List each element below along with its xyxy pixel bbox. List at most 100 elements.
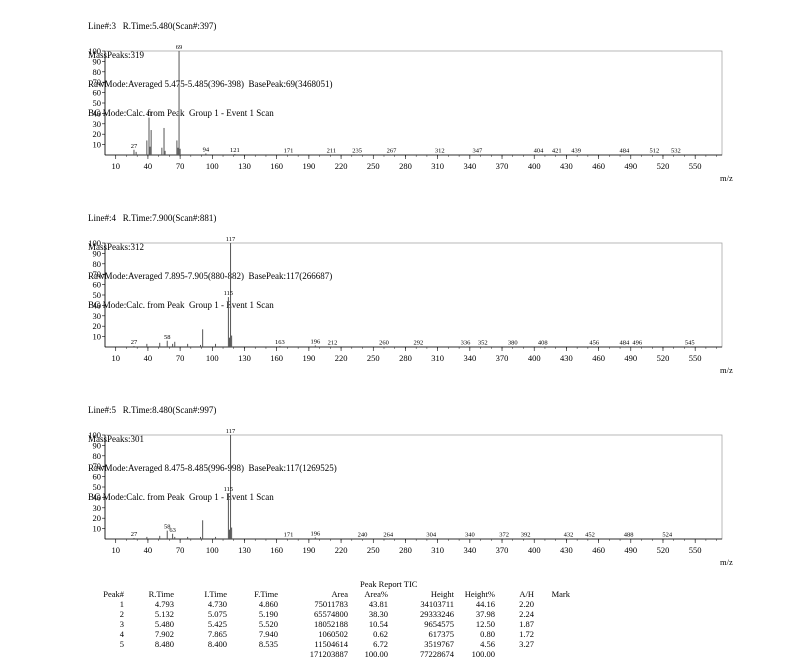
- column-header: Mark: [551, 589, 570, 599]
- peak-label: 115: [224, 290, 234, 297]
- table-cell: 4.793: [154, 599, 174, 609]
- x-tick-label: 520: [657, 353, 670, 363]
- x-tick-label: 70: [176, 161, 185, 171]
- x-tick-label: 370: [496, 545, 509, 555]
- table-cell: 5.480: [154, 619, 174, 629]
- table-cell: 5.132: [154, 609, 174, 619]
- peak-label: 27: [131, 339, 138, 346]
- x-tick-label: 340: [463, 353, 476, 363]
- y-tick-label: 30: [93, 119, 102, 129]
- column-header: Area: [331, 589, 348, 599]
- x-tick-label: 520: [657, 161, 670, 171]
- y-tick-label: 50: [93, 290, 102, 300]
- plot-frame: [104, 434, 723, 540]
- y-tick-label: 80: [93, 259, 102, 269]
- peak-label: 117: [226, 236, 236, 243]
- table-header-row: Peak# R.Time I.Time F.Time Area Area% He…: [96, 589, 570, 599]
- table-cell: 2.20: [519, 599, 534, 609]
- y-tick-label: 80: [93, 67, 102, 77]
- header-line: MassPeaks:312: [88, 241, 144, 252]
- y-tick-label: 60: [93, 88, 102, 98]
- peak-label: 347: [472, 147, 483, 154]
- peak-label: 496: [632, 339, 643, 346]
- y-tick-label: 90: [93, 56, 102, 66]
- table-cell: 617375: [428, 629, 455, 639]
- y-tick-label: 100: [88, 46, 101, 56]
- x-tick-label: 430: [560, 161, 573, 171]
- peak-label: 63: [169, 527, 176, 534]
- column-header: Peak#: [103, 589, 124, 599]
- x-tick-label: 550: [689, 545, 702, 555]
- column-header: Area%: [364, 589, 388, 599]
- peak-label: 27: [131, 531, 138, 538]
- x-tick-label: 40: [144, 161, 153, 171]
- table-cell: [534, 649, 570, 659]
- peak-label: 292: [413, 339, 423, 346]
- table-cell: 29333246: [420, 609, 454, 619]
- table-cell: [96, 649, 124, 659]
- x-tick-label: 130: [238, 161, 251, 171]
- x-tick-label: 310: [431, 545, 444, 555]
- plot-frame: [104, 50, 723, 156]
- table-cell: [534, 629, 570, 639]
- peak-label: 171: [284, 147, 294, 154]
- table-cell: 4.730: [207, 599, 227, 609]
- peak-label: 27: [131, 143, 138, 150]
- peak-label: 58: [164, 524, 171, 531]
- table-row: 5 8.480 8.400 8.535 11504614 6.72 3519767 4.56 3…: [96, 639, 570, 649]
- x-axis-label: m/z: [720, 365, 733, 375]
- column-header: Height%: [464, 589, 495, 599]
- peak-label: 421: [552, 147, 562, 154]
- x-axis-label: m/z: [720, 173, 733, 183]
- x-tick-label: 370: [496, 161, 509, 171]
- x-tick-label: 70: [176, 545, 185, 555]
- peak-label: 196: [310, 530, 321, 537]
- y-tick-label: 90: [93, 440, 102, 450]
- table-cell: 5.190: [258, 609, 278, 619]
- table-cell: 2: [119, 609, 124, 619]
- header-line: Line#:4 R.Time:7.900(Scan#:881): [88, 213, 217, 224]
- x-tick-label: 70: [176, 353, 185, 363]
- x-tick-label: 10: [111, 545, 120, 555]
- x-tick-label: 430: [560, 353, 573, 363]
- table-cell: 3: [119, 619, 124, 629]
- peak-label: 512: [650, 147, 660, 154]
- table-cell: 10.54: [368, 619, 388, 629]
- table-row: 3 5.480 5.425 5.520 18052188 10.54 9654575 12.5…: [96, 619, 570, 629]
- table-cell: 7.902: [154, 629, 174, 639]
- x-tick-label: 400: [528, 545, 541, 555]
- x-tick-label: 490: [624, 353, 637, 363]
- peak-label: 235: [352, 147, 362, 154]
- column-header: Height: [430, 589, 454, 599]
- peak-label: 392: [521, 531, 531, 538]
- spectrum-header: Line#:5 R.Time:8.480(Scan#:997) MassPeak…: [88, 387, 337, 521]
- table-cell: [534, 599, 570, 609]
- peak-label: 452: [585, 531, 595, 538]
- x-tick-label: 160: [270, 353, 283, 363]
- x-tick-label: 100: [206, 545, 219, 555]
- table-row: 1 4.793 4.730 4.860 75011783 43.81 34103711 44.…: [96, 599, 570, 609]
- peak-label: 408: [538, 339, 548, 346]
- table-cell: 5.520: [258, 619, 278, 629]
- peak-label: 171: [284, 531, 294, 538]
- header-line: RawMode:Averaged 5.475-5.485(396-398) Ba…: [88, 78, 333, 89]
- table-cell: 0.80: [480, 629, 495, 639]
- peak-label: 260: [379, 339, 389, 346]
- peak-label: 94: [203, 146, 210, 153]
- table-cell: 1: [119, 599, 124, 609]
- x-tick-label: 10: [111, 353, 120, 363]
- header-line: BG Mode:Calc. from Peak Group 1 - Event …: [88, 491, 274, 502]
- y-tick-label: 50: [93, 98, 102, 108]
- peak-label: 456: [589, 339, 600, 346]
- table-cell: 0.62: [373, 629, 388, 639]
- table-cell: 8.400: [207, 639, 227, 649]
- column-header: I.Time: [204, 589, 227, 599]
- peak-label: 340: [465, 531, 475, 538]
- spectrum-header: Line#:4 R.Time:7.900(Scan#:881) MassPeak…: [88, 195, 332, 329]
- column-header: R.Time: [148, 589, 174, 599]
- table-row: 4 7.902 7.865 7.940 1060502 0.62 617375 0.80 1.7…: [96, 629, 570, 639]
- peak-label: 336: [461, 339, 472, 346]
- y-tick-label: 60: [93, 280, 102, 290]
- peak-label: 484: [619, 147, 630, 154]
